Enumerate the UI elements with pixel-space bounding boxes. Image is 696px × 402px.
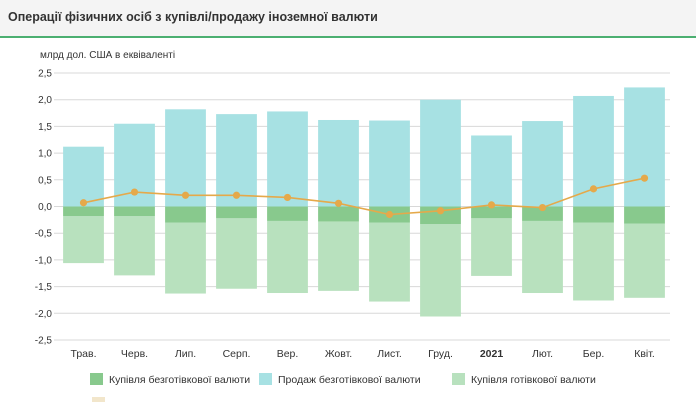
- x-tick-label: Вер.: [277, 348, 299, 360]
- x-tick-label: Лют.: [532, 348, 553, 360]
- y-tick-label: 2,5: [38, 69, 52, 80]
- bar-cash-buy: [63, 216, 104, 264]
- bar-noncash-buy: [114, 206, 155, 217]
- legend-swatch-noncash-sell: [259, 373, 272, 385]
- bar-noncash-buy: [318, 206, 359, 222]
- legend-item-noncash-buy: Купівля безготівкової валюти: [90, 373, 250, 386]
- bar-noncash-buy: [63, 206, 104, 217]
- net-point: [436, 207, 445, 215]
- bar-cash-buy: [369, 222, 410, 302]
- legend-label-noncash-sell: Продаж безготівкової валюти: [278, 374, 421, 386]
- net-point: [181, 191, 190, 199]
- net-point: [589, 185, 598, 193]
- bar-cash-buy: [318, 221, 359, 291]
- bar-cash-buy: [471, 218, 512, 276]
- bar-noncash-sell: [267, 111, 308, 207]
- legend-item-noncash-sell: Продаж безготівкової валюти: [259, 373, 421, 386]
- bar-noncash-buy: [216, 206, 257, 219]
- bar-noncash-sell: [165, 109, 206, 207]
- bar-noncash-buy: [573, 206, 614, 223]
- x-tick-label: Квіт.: [634, 348, 655, 360]
- net-point: [283, 193, 292, 202]
- bar-cash-buy: [522, 220, 563, 294]
- net-point: [385, 210, 394, 219]
- net-point: [640, 174, 649, 182]
- legend-label-cash-buy: Купівля готівкової валюти: [471, 374, 596, 386]
- y-tick-label: 1,5: [38, 122, 52, 133]
- x-tick-label: Жовт.: [325, 348, 352, 360]
- legend-swatch-partial: [92, 397, 105, 402]
- chart-plot: 2,5 2,0 1,5 1,0 0,5 0,0 -0,5 -1,0 -1,5 -2,0 -2,5 Тр…: [35, 69, 670, 360]
- x-tick-label: Серп.: [223, 348, 251, 360]
- bar-noncash-buy: [471, 206, 512, 219]
- net-point: [79, 199, 88, 207]
- x-tick-label: Черв.: [121, 348, 148, 360]
- y-tick-label: 0,0: [38, 202, 52, 213]
- legend-item-cash-buy: Купівля готівкової валюти: [452, 373, 596, 386]
- y-tick-label: -0,5: [35, 229, 53, 240]
- y-tick-label: -1,5: [35, 282, 53, 293]
- chart-legend: Купівля безготівкової валюти Продаж безг…: [90, 373, 630, 391]
- y-tick-label: -2,0: [35, 309, 53, 320]
- bar-noncash-sell: [522, 121, 563, 207]
- net-point: [232, 191, 241, 199]
- bar-noncash-sell: [216, 114, 257, 207]
- x-tick-label: Трав.: [71, 348, 97, 360]
- bar-noncash-buy: [522, 206, 563, 221]
- net-line: [83, 177, 645, 216]
- y-tick-label: -2,5: [35, 336, 53, 347]
- y-axis-unit-label: млрд дол. США в еквіваленті: [40, 50, 176, 61]
- bar-cash-buy: [420, 224, 461, 317]
- bar-noncash-buy: [165, 206, 206, 223]
- bar-noncash-buy: [267, 206, 308, 221]
- net-point: [538, 203, 547, 212]
- bar-noncash-sell: [318, 119, 359, 207]
- bar-cash-buy: [165, 222, 206, 294]
- chart-title: Операції фізичних осіб з купівлі/продажу…: [8, 10, 378, 24]
- net-point: [487, 201, 496, 209]
- bar-cash-buy: [216, 218, 257, 289]
- bar-noncash-sell: [63, 146, 104, 207]
- bar-cash-buy: [267, 220, 308, 294]
- y-tick-label: 1,0: [38, 149, 52, 160]
- bar-noncash-sell: [471, 135, 512, 207]
- bar-cash-buy: [624, 223, 665, 298]
- legend-swatch-cash-buy: [452, 373, 465, 385]
- bar-noncash-buy: [624, 206, 665, 224]
- y-tick-label: 0,5: [38, 175, 52, 186]
- x-tick-label: Лип.: [175, 348, 196, 360]
- legend-label-noncash-buy: Купівля безготівкової валюти: [109, 374, 251, 386]
- bar-noncash-sell: [420, 99, 461, 207]
- x-tick-label: 2021: [480, 348, 504, 360]
- bar-noncash-sell: [369, 120, 410, 207]
- x-tick-label: Бер.: [583, 348, 605, 360]
- chart-header: Операції фізичних осіб з купівлі/продажу…: [0, 0, 696, 38]
- x-tick-label: Груд.: [428, 348, 453, 360]
- net-point: [334, 199, 343, 207]
- y-tick-label: 2,0: [38, 95, 52, 106]
- bar-cash-buy: [114, 216, 155, 276]
- bar-noncash-sell: [624, 87, 665, 207]
- net-point: [130, 188, 139, 196]
- y-tick-label: -1,0: [35, 255, 53, 266]
- bar-cash-buy: [573, 222, 614, 301]
- legend-swatch-noncash-buy: [90, 373, 103, 385]
- x-tick-label: Лист.: [377, 348, 402, 360]
